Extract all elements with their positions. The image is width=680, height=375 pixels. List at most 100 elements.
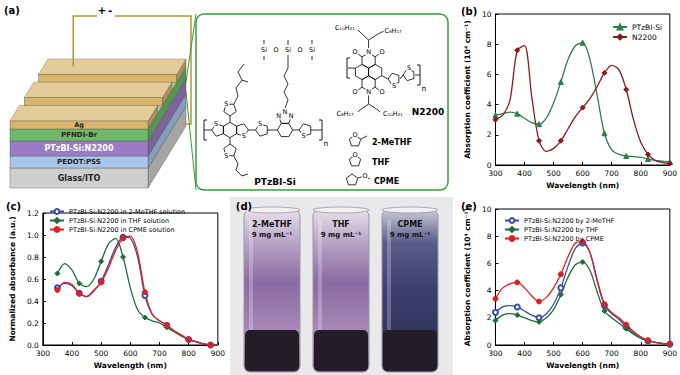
svg-text:700: 700 — [152, 349, 167, 358]
svg-text:Normalized absorbance (a.u.): Normalized absorbance (a.u.) — [8, 216, 17, 341]
svg-text:N2200: N2200 — [632, 33, 657, 42]
svg-text:S: S — [242, 132, 246, 140]
svg-text:500: 500 — [546, 169, 561, 178]
svg-text:Si: Si — [261, 46, 267, 54]
svg-text:THF: THF — [372, 158, 390, 167]
svg-text:S: S — [224, 100, 228, 108]
svg-text:8: 8 — [487, 232, 492, 241]
svg-text:800: 800 — [634, 169, 649, 178]
svg-text:S: S — [301, 132, 305, 140]
svg-text:600: 600 — [575, 169, 590, 178]
svg-text:O: O — [352, 131, 357, 139]
svg-text:Wavelength (nm): Wavelength (nm) — [94, 361, 167, 370]
svg-text:PFNDI-Br: PFNDI-Br — [61, 131, 97, 139]
svg-text:PTzBI-Si:N2200 by THF: PTzBI-Si:N2200 by THF — [524, 226, 599, 234]
svg-text:800: 800 — [634, 349, 649, 358]
svg-text:N: N — [276, 112, 281, 120]
svg-text:O: O — [362, 172, 367, 180]
svg-text:400: 400 — [517, 349, 532, 358]
svg-text:400: 400 — [65, 349, 80, 358]
svg-text:9 mg mL⁻¹: 9 mg mL⁻¹ — [321, 231, 362, 239]
svg-text:900: 900 — [663, 349, 678, 358]
svg-text:PTzBI-Si:N2200 by 2-MeTHF: PTzBI-Si:N2200 by 2-MeTHF — [524, 217, 615, 225]
svg-text:S: S — [407, 64, 411, 72]
svg-text:Wavelength (nm): Wavelength (nm) — [546, 361, 619, 370]
svg-text:PTzBI-Si:N2200 in 2-MeTHF solu: PTzBI-Si:N2200 in 2-MeTHF solution — [69, 208, 185, 216]
svg-text:4: 4 — [487, 100, 492, 109]
svg-text:CPME: CPME — [397, 220, 422, 229]
svg-text:(e): (e) — [461, 201, 477, 212]
svg-text:THF: THF — [332, 220, 350, 229]
svg-text:C₁₀H₂₁: C₁₀H₂₁ — [383, 110, 403, 118]
svg-text:Si: Si — [285, 46, 291, 54]
svg-text:0.6: 0.6 — [27, 275, 39, 284]
svg-text:S: S — [392, 82, 396, 90]
svg-text:O: O — [352, 48, 357, 56]
svg-text:600: 600 — [123, 349, 138, 358]
svg-text:900: 900 — [663, 169, 678, 178]
svg-text:N: N — [366, 88, 371, 96]
svg-text:S: S — [214, 120, 218, 128]
svg-text:1.0: 1.0 — [27, 231, 39, 240]
svg-text:O: O — [352, 151, 357, 159]
svg-text:N: N — [283, 108, 288, 116]
svg-text:PTzBI-Si: PTzBI-Si — [632, 23, 662, 32]
svg-text:8: 8 — [487, 40, 492, 49]
svg-text:PTzBI-Si:N2200 in CPME solutio: PTzBI-Si:N2200 in CPME solution — [69, 226, 175, 234]
svg-text:C₈H₁₇: C₈H₁₇ — [336, 110, 354, 118]
svg-text:500: 500 — [546, 349, 561, 358]
svg-text:Wavelength (nm): Wavelength (nm) — [546, 181, 619, 190]
svg-text:+: + — [98, 5, 106, 16]
svg-text:0.4: 0.4 — [27, 297, 39, 306]
svg-text:CPME: CPME — [374, 177, 399, 186]
svg-text:PTzBI-Si:N2200: PTzBI-Si:N2200 — [44, 144, 113, 153]
svg-text:Absorption coefficient (10⁴ cm: Absorption coefficient (10⁴ cm⁻¹) — [463, 20, 472, 159]
svg-text:6: 6 — [487, 70, 492, 79]
svg-text:N2200: N2200 — [412, 107, 445, 117]
svg-text:(b): (b) — [461, 6, 477, 17]
svg-text:N: N — [366, 48, 371, 56]
svg-text:S: S — [224, 152, 228, 160]
svg-text:(c): (c) — [6, 201, 21, 212]
svg-text:500: 500 — [94, 349, 109, 358]
svg-text:800: 800 — [182, 349, 197, 358]
svg-text:1.2: 1.2 — [27, 209, 39, 218]
svg-text:0.8: 0.8 — [27, 253, 39, 262]
svg-text:300: 300 — [36, 349, 51, 358]
svg-text:700: 700 — [605, 349, 620, 358]
svg-text:n: n — [422, 84, 427, 93]
svg-text:O: O — [379, 88, 384, 96]
svg-text:10: 10 — [482, 10, 492, 19]
svg-text:S: S — [258, 120, 262, 128]
svg-text:O: O — [297, 46, 302, 54]
svg-text:600: 600 — [575, 349, 590, 358]
svg-text:Glass/ITO: Glass/ITO — [58, 174, 101, 183]
svg-text:2-MeTHF: 2-MeTHF — [252, 220, 292, 229]
svg-text:700: 700 — [605, 169, 620, 178]
svg-text:Si: Si — [309, 46, 315, 54]
svg-text:4: 4 — [487, 286, 492, 295]
svg-text:2: 2 — [487, 130, 492, 139]
svg-text:9 mg mL⁻¹: 9 mg mL⁻¹ — [390, 231, 431, 239]
svg-text:9 mg mL⁻¹: 9 mg mL⁻¹ — [252, 231, 293, 239]
svg-text:400: 400 — [517, 169, 532, 178]
svg-text:0.2: 0.2 — [27, 319, 39, 328]
svg-text:C₁₀H₂₁: C₁₀H₂₁ — [335, 24, 355, 32]
svg-text:O: O — [352, 88, 357, 96]
svg-text:300: 300 — [488, 169, 503, 178]
svg-text:2: 2 — [487, 313, 492, 322]
svg-text:Ag: Ag — [74, 121, 84, 129]
svg-text:2-MeTHF: 2-MeTHF — [372, 138, 412, 147]
svg-text:-: - — [108, 5, 112, 16]
svg-text:(a): (a) — [4, 5, 20, 16]
svg-text:6: 6 — [487, 259, 492, 268]
svg-text:PTzBI-Si:N2200 by CPME: PTzBI-Si:N2200 by CPME — [524, 235, 604, 243]
svg-text:PEDOT:PSS: PEDOT:PSS — [57, 158, 101, 166]
svg-text:O: O — [273, 46, 278, 54]
svg-text:(d): (d) — [236, 201, 252, 212]
svg-text:n: n — [324, 139, 329, 148]
svg-text:10: 10 — [482, 205, 492, 214]
svg-text:N: N — [289, 112, 294, 120]
svg-text:PTzBI-Si:N2200 in THF solution: PTzBI-Si:N2200 in THF solution — [69, 217, 169, 225]
svg-text:900: 900 — [211, 349, 226, 358]
